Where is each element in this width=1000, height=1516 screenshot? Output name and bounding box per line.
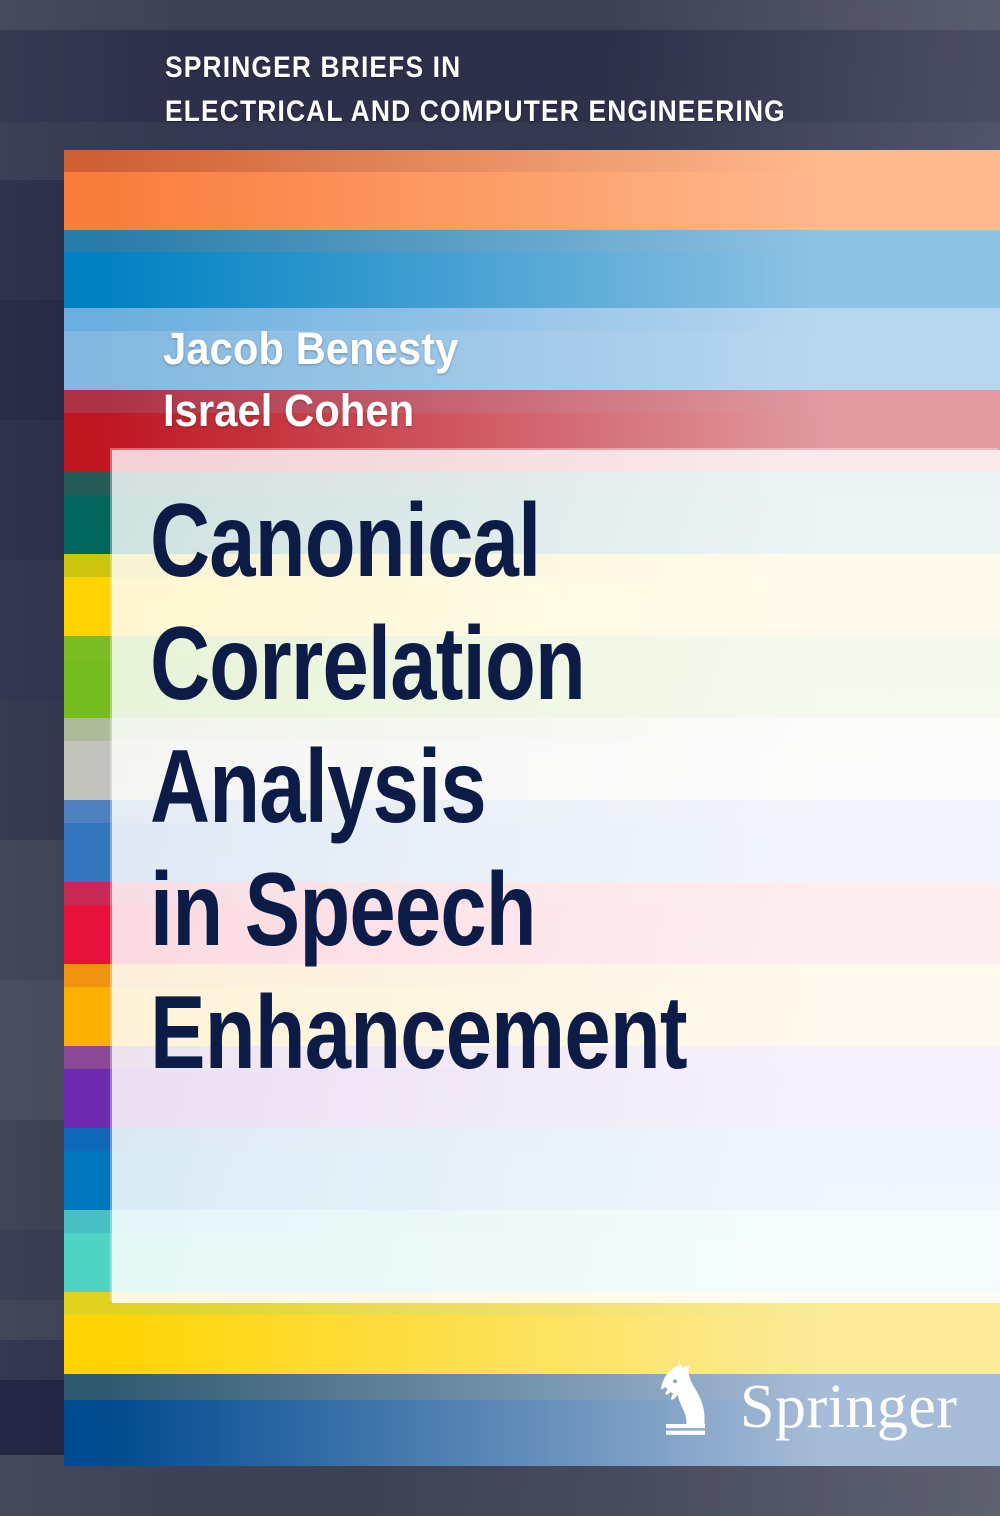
color-stripe <box>64 150 1000 230</box>
stripe-main-band <box>64 251 1000 308</box>
stripe-shadow-band <box>64 308 1000 331</box>
stripe-main-band <box>64 1314 1000 1374</box>
title-line-4: in Speech <box>150 852 537 968</box>
stripe-shadow-band <box>64 1374 1000 1400</box>
color-stripe <box>64 308 1000 390</box>
stripe-main-band <box>64 172 1000 230</box>
stripe-main-band <box>64 1399 1000 1466</box>
series-line-1: SPRINGER BRIEFS IN <box>165 51 462 84</box>
title-line-1: Canonical <box>150 483 541 599</box>
stripe-shadow-band <box>64 390 1000 413</box>
title-line-2: Correlation <box>150 606 586 722</box>
title-line-5: Enhancement <box>150 975 688 1091</box>
springer-knight-icon <box>660 1359 705 1435</box>
author-name: Jacob Benesty <box>163 323 459 374</box>
color-stripe <box>64 1374 1000 1466</box>
publisher-logo: Springer <box>648 1358 958 1438</box>
series-line-2: ELECTRICAL AND COMPUTER ENGINEERING <box>165 95 786 128</box>
color-stripe <box>64 230 1000 308</box>
author-name: Israel Cohen <box>163 385 415 436</box>
series-title: SPRINGER BRIEFS IN ELECTRICAL AND COMPUT… <box>165 46 851 134</box>
stripe-shadow-band <box>64 150 1000 173</box>
title-line-3: Analysis <box>150 729 487 845</box>
page-title: Canonical Correlation Analysis in Speech… <box>150 480 774 1095</box>
publisher-name: Springer <box>740 1373 958 1441</box>
title-panel <box>112 450 1000 1303</box>
author-list: Jacob Benesty Israel Cohen <box>163 318 458 442</box>
stripe-main-band <box>64 330 1000 390</box>
stripe-shadow-band <box>64 230 1000 252</box>
